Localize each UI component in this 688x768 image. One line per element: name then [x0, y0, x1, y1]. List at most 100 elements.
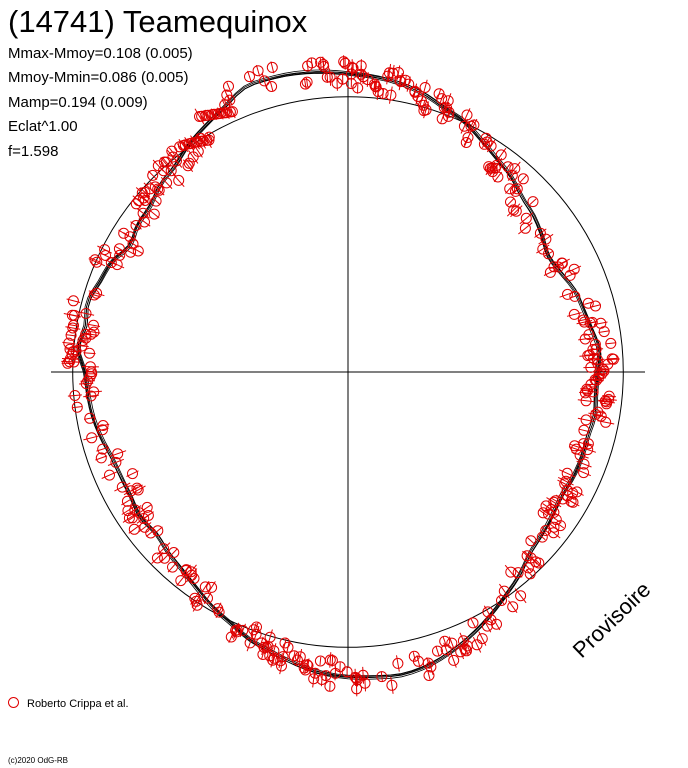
data-point — [536, 531, 548, 543]
legend-label: Roberto Crippa et al. — [27, 698, 129, 710]
data-point — [439, 635, 451, 647]
data-point — [399, 74, 411, 86]
data-point — [558, 467, 576, 479]
data-point — [525, 535, 537, 547]
data-point — [187, 150, 199, 164]
data-point — [326, 654, 338, 667]
data-point — [88, 289, 100, 301]
data-point — [291, 653, 303, 667]
data-point — [334, 661, 346, 673]
data-point — [107, 456, 124, 468]
model-curve-line — [79, 69, 598, 680]
data-point — [66, 295, 81, 307]
data-point — [70, 345, 82, 357]
data-point — [566, 496, 580, 508]
data-point — [598, 365, 610, 377]
data-point — [118, 227, 130, 239]
data-point — [151, 551, 164, 564]
data-point — [605, 337, 617, 349]
data-point — [559, 288, 576, 300]
data-point — [251, 621, 262, 633]
data-point — [150, 195, 162, 207]
data-point — [502, 161, 514, 173]
data-point — [436, 113, 448, 125]
data-point — [369, 80, 381, 92]
data-point — [476, 631, 488, 646]
data-point — [596, 368, 608, 380]
data-point — [432, 645, 443, 657]
data-point — [511, 183, 523, 195]
data-point — [527, 196, 539, 208]
data-point — [317, 56, 329, 73]
data-point — [160, 176, 173, 189]
data-point — [346, 59, 358, 76]
data-point — [128, 523, 141, 535]
data-point — [88, 287, 105, 299]
data-point — [546, 496, 562, 508]
data-point — [506, 170, 518, 181]
legend: Roberto Crippa et al. — [8, 697, 129, 711]
data-point — [126, 468, 139, 480]
data-point — [514, 588, 527, 604]
stat-eclat: Eclat^1.00 — [8, 118, 78, 135]
data-point — [355, 65, 367, 83]
data-point — [557, 478, 573, 490]
data-point — [67, 390, 82, 401]
data-point — [538, 233, 554, 245]
data-point — [506, 203, 521, 217]
data-point — [77, 335, 89, 346]
stat-amplitude: Mamp=0.194 (0.009) — [8, 94, 148, 111]
data-point — [158, 156, 170, 168]
data-point — [130, 220, 142, 231]
data-point — [276, 657, 287, 675]
data-point — [138, 192, 150, 204]
data-points — [61, 55, 620, 697]
data-point — [174, 141, 186, 153]
data-point — [315, 56, 327, 68]
data-point — [534, 227, 547, 239]
data-point — [99, 250, 112, 261]
data-point — [84, 412, 96, 424]
model-curve-line — [79, 71, 600, 679]
data-point — [578, 424, 590, 436]
data-point — [81, 361, 99, 373]
data-point — [372, 83, 384, 101]
data-point — [576, 316, 593, 328]
data-point — [560, 490, 575, 502]
data-point — [418, 105, 430, 117]
data-point — [383, 63, 395, 82]
data-point — [114, 481, 131, 493]
data-point — [387, 64, 399, 82]
data-point — [138, 521, 152, 533]
data-point — [212, 108, 224, 120]
data-point — [152, 525, 164, 537]
data-point — [552, 261, 564, 273]
data-point — [337, 73, 349, 85]
data-point — [567, 263, 582, 275]
data-point — [168, 547, 180, 558]
data-point — [568, 443, 584, 455]
data-point — [96, 420, 110, 431]
data-point — [206, 581, 218, 594]
data-point — [152, 183, 164, 195]
data-point — [607, 353, 620, 365]
data-point — [521, 550, 533, 562]
data-point — [308, 669, 320, 688]
data-point — [301, 76, 313, 88]
data-point — [545, 503, 557, 515]
data-point — [341, 666, 353, 678]
data-point — [386, 676, 398, 694]
data-point — [338, 55, 350, 68]
data-point — [88, 256, 106, 268]
data-point — [64, 343, 76, 355]
data-point — [191, 598, 203, 612]
data-point — [105, 257, 118, 268]
data-point — [376, 671, 388, 683]
data-point — [576, 458, 592, 470]
data-point — [422, 657, 434, 669]
data-point — [136, 207, 150, 219]
data-point — [67, 356, 80, 368]
data-point — [221, 89, 233, 101]
data-point — [577, 395, 595, 407]
data-point — [148, 208, 160, 220]
